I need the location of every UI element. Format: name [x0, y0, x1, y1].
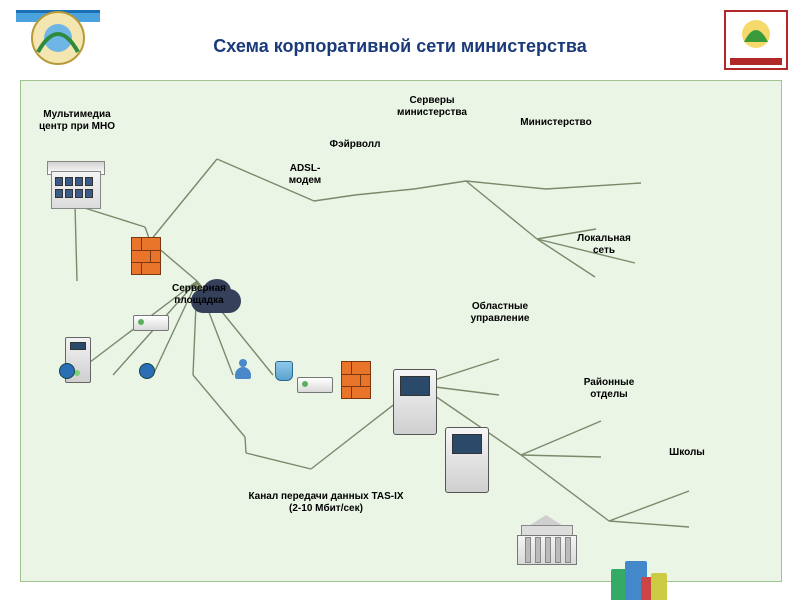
- label-lan: Локальная сеть: [569, 233, 639, 256]
- node-ministry: [517, 517, 575, 563]
- label-channel: Канал передачи данных TAS-IX (2-10 Мбит/…: [241, 491, 411, 514]
- label-multimedia: Мультимедиа центр при МНО: [31, 109, 123, 132]
- diagram-title: Схема корпоративной сети министерства: [0, 36, 800, 57]
- node-srv_min1: [393, 369, 437, 435]
- globe-icon: [139, 363, 155, 379]
- label-ministry_servers: Серверы министерства: [377, 95, 487, 118]
- page: Схема корпоративной сети министерства Му…: [0, 0, 800, 600]
- label-ministry: Министерство: [511, 117, 601, 129]
- node-mm_fw: [131, 237, 161, 275]
- node-srv_min2: [445, 427, 489, 493]
- label-schools: Школы: [657, 447, 717, 459]
- globe-icon: [59, 363, 75, 379]
- node-mm_modem: [133, 315, 169, 331]
- node-mm_building: [47, 161, 103, 207]
- label-district: Районные отделы: [569, 377, 649, 400]
- node-city: [611, 557, 671, 600]
- person-icon: [235, 359, 253, 379]
- label-server_site: Серверная площадка: [157, 283, 241, 306]
- cyl-icon: [275, 361, 293, 381]
- node-fw_center: [341, 361, 371, 399]
- label-adsl: ADSL-модем: [277, 163, 333, 186]
- label-regional: Областные управление: [455, 301, 545, 324]
- node-adsl_modem: [297, 377, 333, 393]
- label-firewall: Фэйрволл: [325, 139, 385, 151]
- diagram-canvas: Мультимедиа центр при МНО ADSL-модем Фэйрв…: [20, 80, 782, 582]
